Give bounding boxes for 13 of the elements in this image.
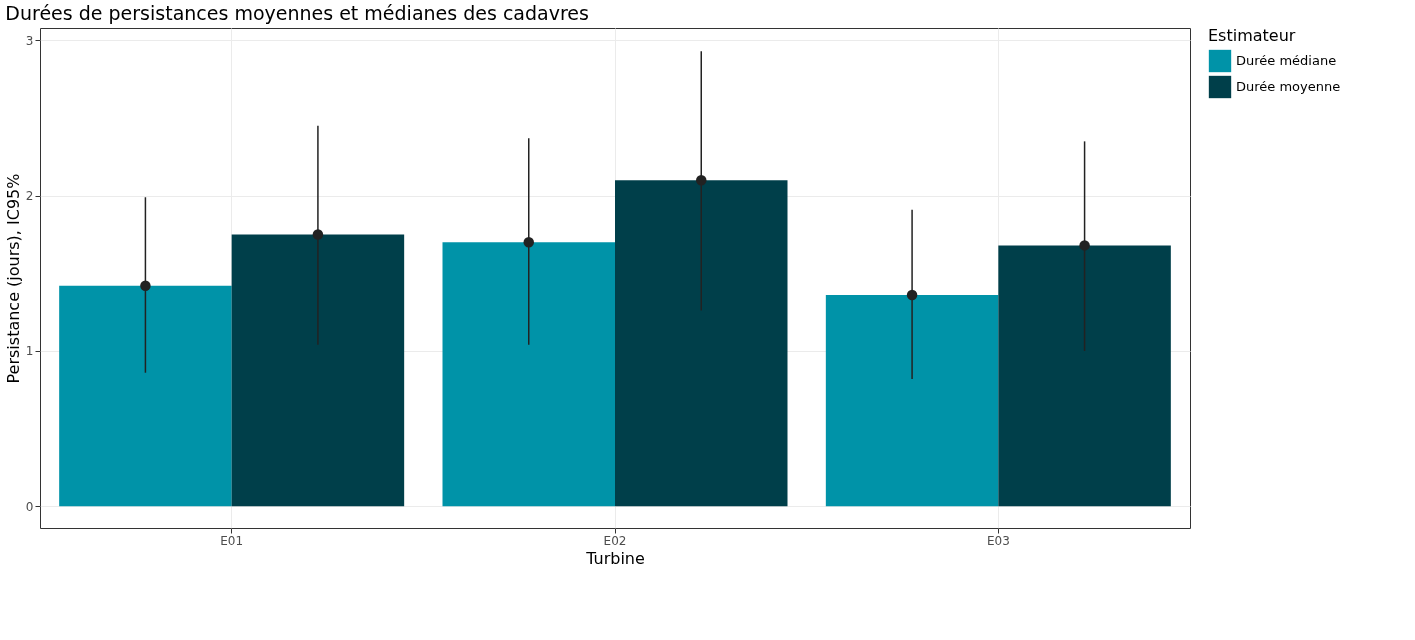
x-tick-label: E03: [986, 533, 1010, 548]
y-tick-label: 1: [25, 344, 34, 359]
y-tick-label: 0: [25, 499, 34, 514]
legend-label: Durée médiane: [1236, 53, 1337, 68]
y-axis-title: Persistance (jours), IC95%: [3, 173, 23, 384]
x-tick-label: E01: [220, 533, 244, 548]
x-axis-title: Turbine: [585, 548, 645, 568]
y-tick-label: 2: [25, 189, 34, 204]
legend-title: Estimateur: [1208, 26, 1296, 45]
y-tick-label: 3: [25, 33, 34, 48]
chart-title: Durées de persistances moyennes et médianes des cadavres: [5, 2, 589, 24]
legend-label: Durée moyenne: [1236, 79, 1341, 94]
x-tick-label: E02: [603, 533, 627, 548]
